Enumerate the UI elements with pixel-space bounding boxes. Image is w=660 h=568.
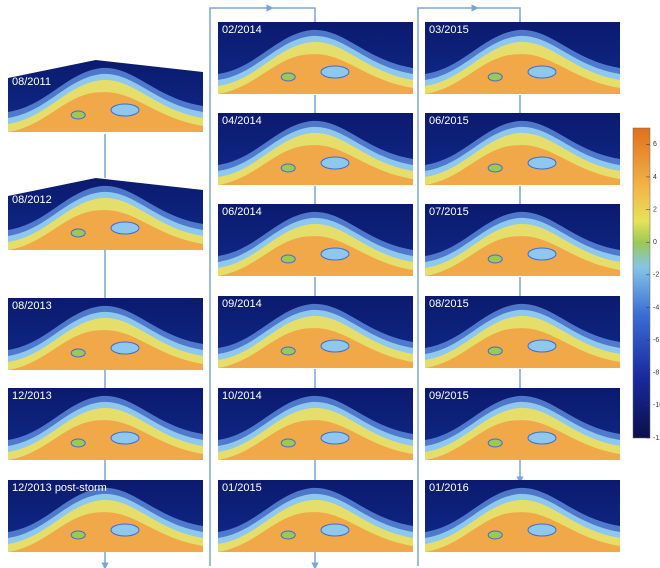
panel-label: 02/2014 — [222, 24, 262, 36]
map-panel: 01/2016 — [425, 480, 620, 552]
map-panel: 08/2011 — [8, 60, 203, 132]
panel-label: 06/2015 — [429, 115, 469, 127]
colorbar — [633, 128, 650, 438]
pond — [71, 229, 85, 237]
pond — [281, 439, 295, 447]
map-panel: 09/2014 — [218, 296, 413, 368]
pond — [71, 349, 85, 357]
map-panel: 08/2013 — [8, 298, 203, 370]
panel-label: 08/2015 — [429, 298, 469, 310]
panel-label: 12/2013 — [12, 390, 52, 402]
map-panel: 12/2013 post-storm — [8, 480, 203, 552]
lagoon — [528, 157, 556, 169]
panel-label: 09/2014 — [222, 298, 262, 310]
colorbar-tick-label: 0 — [653, 239, 657, 246]
colorbar-tick-label: -6 — [653, 337, 659, 344]
lagoon — [111, 104, 139, 116]
pond — [281, 255, 295, 263]
map-panel: 03/2015 — [425, 22, 620, 94]
colorbar-tick-label: -2 — [653, 272, 659, 279]
map-panel: 06/2015 — [425, 113, 620, 185]
pond — [488, 255, 502, 263]
pond — [488, 531, 502, 539]
pond — [281, 531, 295, 539]
panel-label: 08/2012 — [12, 194, 52, 206]
colorbar-tick-label: 6 — [653, 141, 657, 148]
pond — [281, 73, 295, 81]
map-panel: 07/2015 — [425, 204, 620, 276]
lagoon — [321, 524, 349, 536]
panel-label: 10/2014 — [222, 390, 262, 402]
panel-label: 07/2015 — [429, 206, 469, 218]
pond — [488, 439, 502, 447]
panel-label: 12/2013 post-storm — [12, 482, 107, 494]
panel-label: 08/2013 — [12, 300, 52, 312]
lagoon — [321, 248, 349, 260]
map-panel: 10/2014 — [218, 388, 413, 460]
lagoon — [528, 432, 556, 444]
lagoon — [111, 524, 139, 536]
colorbar-tick-label: 4 — [653, 174, 657, 181]
map-panel: 08/2012 — [8, 178, 203, 250]
lagoon — [528, 248, 556, 260]
lagoon — [321, 157, 349, 169]
panel-label: 01/2016 — [429, 482, 469, 494]
panel-label: 08/2011 — [12, 76, 51, 88]
panel-label: 09/2015 — [429, 390, 469, 402]
pond — [71, 439, 85, 447]
panel-label: 06/2014 — [222, 206, 262, 218]
map-panel: 04/2014 — [218, 113, 413, 185]
pond — [488, 73, 502, 81]
lagoon — [321, 66, 349, 78]
lagoon — [111, 222, 139, 234]
lagoon — [528, 524, 556, 536]
lagoon — [321, 432, 349, 444]
pond — [281, 347, 295, 355]
pond — [281, 164, 295, 172]
map-panel: 09/2015 — [425, 388, 620, 460]
map-panel: 06/2014 — [218, 204, 413, 276]
colorbar-tick-label: -10 — [653, 402, 660, 409]
colorbar-tick-label: -12 — [653, 435, 660, 442]
figure: 08/2011 08/2012 08/2013 12/2013 12/2013 post… — [0, 0, 660, 568]
pond — [71, 531, 85, 539]
lagoon — [528, 66, 556, 78]
pond — [71, 111, 85, 119]
lagoon — [321, 340, 349, 352]
map-panel: 02/2014 — [218, 22, 413, 94]
panel-label: 04/2014 — [222, 115, 262, 127]
panel-label: 01/2015 — [222, 482, 262, 494]
colorbar-tick-label: 2 — [653, 206, 657, 213]
lagoon — [111, 432, 139, 444]
map-panel: 01/2015 — [218, 480, 413, 552]
map-panel: 08/2015 — [425, 296, 620, 368]
panel-label: 03/2015 — [429, 24, 469, 36]
lagoon — [528, 340, 556, 352]
map-panel: 12/2013 — [8, 388, 203, 460]
pond — [488, 164, 502, 172]
colorbar-tick-label: -4 — [653, 304, 659, 311]
lagoon — [111, 342, 139, 354]
pond — [488, 347, 502, 355]
colorbar-tick-label: -8 — [653, 370, 659, 377]
